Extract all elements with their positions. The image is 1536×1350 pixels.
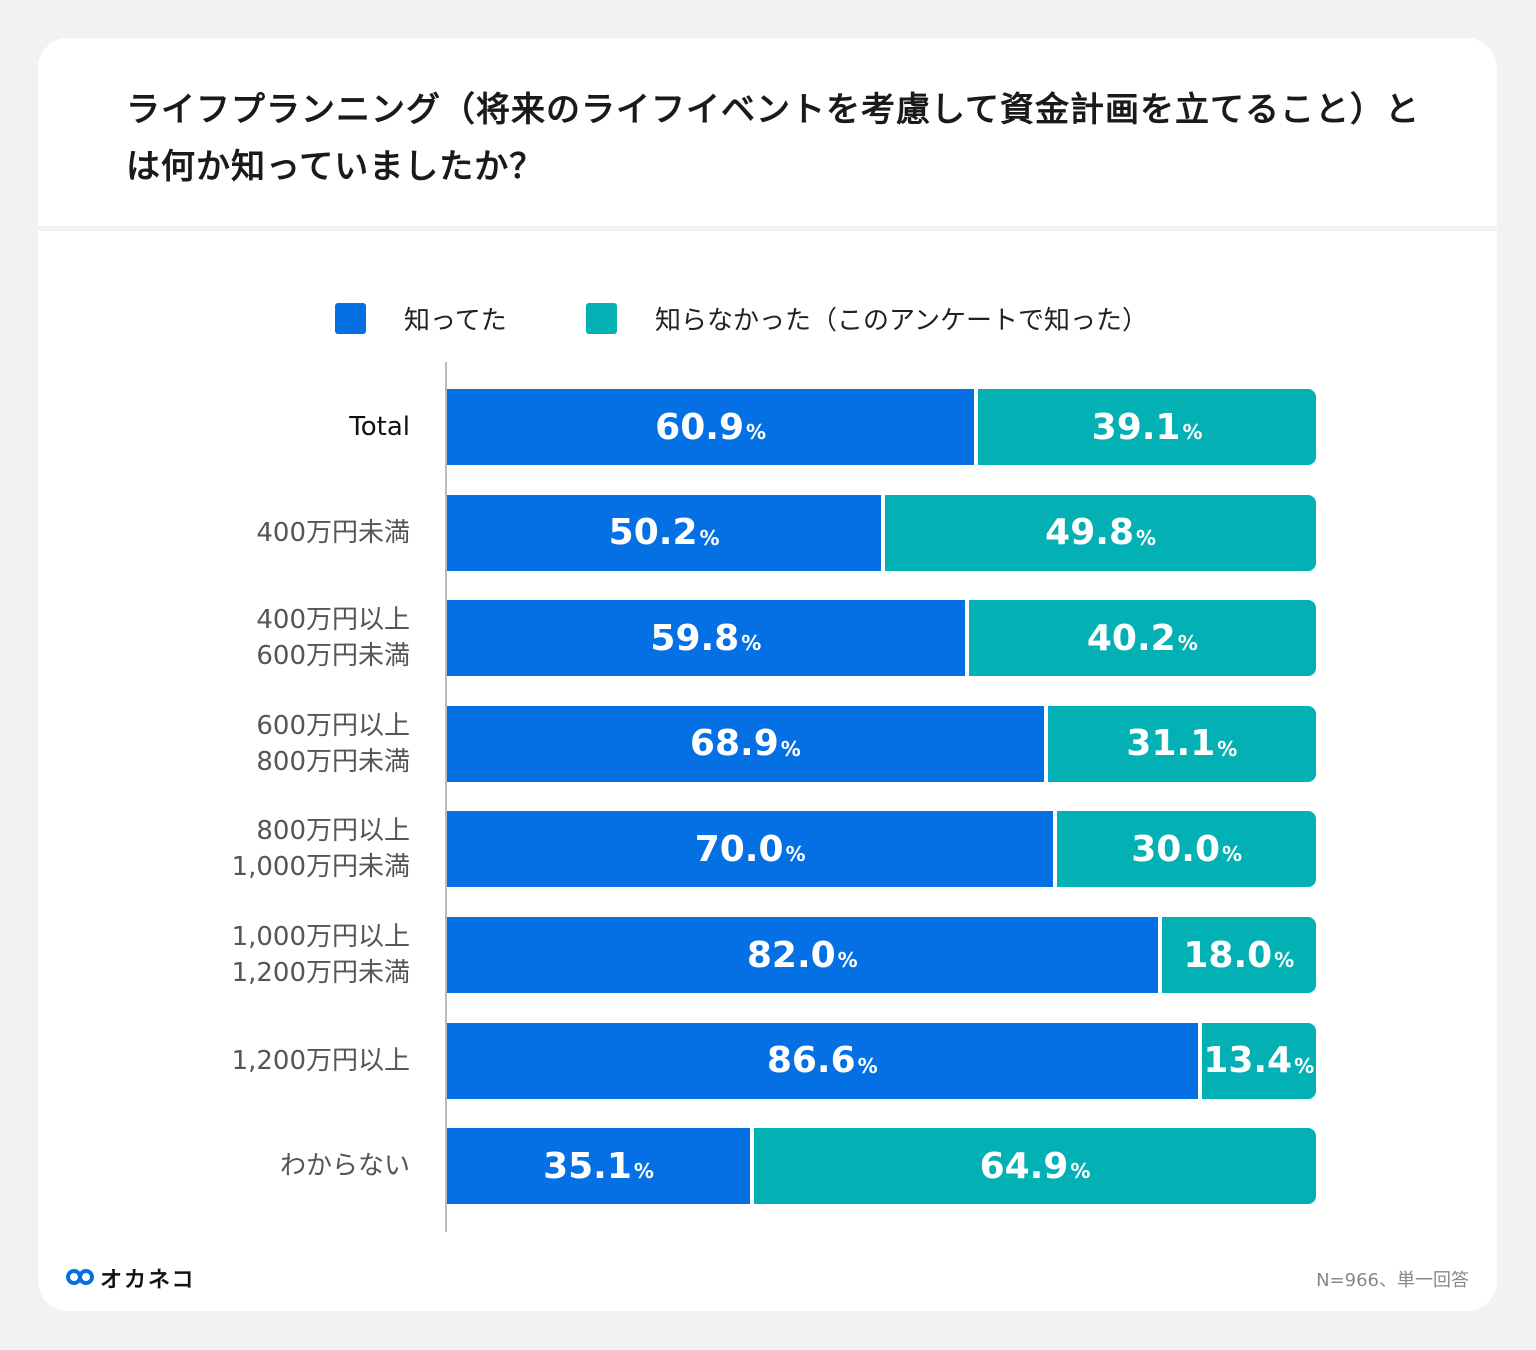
percent-sign: % [1217, 736, 1238, 761]
percent-sign: % [1177, 631, 1198, 656]
data-label: 18.0 [1183, 934, 1273, 976]
bar-known: 86.6% [447, 1022, 1198, 1099]
percent-sign: % [1182, 420, 1203, 444]
bar-known: 35.1% [447, 1128, 751, 1205]
data-label: 13.4 [1203, 1040, 1293, 1082]
data-label: 35.1 [543, 1145, 632, 1187]
percent-sign: % [741, 631, 762, 656]
percent-sign: % [1222, 842, 1243, 867]
data-label: 70.0 [694, 828, 784, 870]
data-label: 64.9 [979, 1145, 1069, 1187]
legend-label-unknown: 知らなかった（このアンケートで知った） [655, 306, 1148, 336]
data-label: 50.2 [608, 512, 698, 554]
bar-unknown: 40.2% [968, 600, 1316, 677]
logo-icon [66, 1269, 94, 1285]
data-label: 30.0 [1131, 828, 1221, 870]
legend-item-known: 知ってた [335, 300, 507, 337]
bar-unknown: 13.4% [1201, 1022, 1316, 1099]
legend-item-unknown: 知らなかった（このアンケートで知った） [586, 300, 1148, 337]
category-label: 800万円以上 1,000万円未満 [231, 816, 410, 883]
legend-swatch-known [335, 303, 366, 334]
bar-unknown: 39.1% [978, 389, 1316, 465]
category-label: わからない [279, 1151, 410, 1182]
percent-sign: % [780, 736, 801, 761]
data-label: 59.8 [650, 617, 740, 659]
category-label: Total [349, 412, 410, 442]
data-label: 39.1 [1091, 406, 1181, 448]
legend-swatch-unknown [586, 303, 617, 334]
percent-sign: % [837, 948, 858, 972]
percent-sign: % [699, 525, 720, 550]
percent-sign: % [746, 420, 767, 444]
bar-unknown: 49.8% [885, 494, 1316, 571]
bar-unknown: 31.1% [1047, 705, 1316, 782]
bar-known: 50.2% [447, 494, 882, 571]
bar-known: 82.0% [447, 917, 1158, 993]
data-label: 86.6 [766, 1040, 856, 1082]
percent-sign: % [1294, 1053, 1315, 1078]
data-label: 40.2 [1086, 617, 1176, 659]
brand-logo: オカネコ [66, 1262, 196, 1294]
percent-sign: % [633, 1159, 654, 1184]
sample-note: N=966、単一回答 [1316, 1270, 1469, 1291]
header-divider [38, 226, 1497, 231]
category-label: 400万円以上 600万円未満 [256, 605, 410, 672]
bar-unknown: 64.9% [754, 1128, 1316, 1205]
bar-known: 70.0% [447, 811, 1054, 888]
percent-sign: % [1070, 1159, 1091, 1184]
percent-sign: % [785, 842, 806, 867]
bar-known: 59.8% [447, 600, 965, 677]
percent-sign: % [1274, 948, 1295, 972]
chart-title: ライフプランニング（将来のライフイベントを考慮して資金計画を立てること）とは何か… [126, 90, 1420, 187]
category-label: 1,000万円以上 1,200万円未満 [231, 922, 410, 988]
category-label: 1,200万円以上 [231, 1045, 410, 1076]
data-label: 82.0 [746, 934, 836, 976]
chart-card: ライフプランニング（将来のライフイベントを考慮して資金計画を立てること）とは何か… [38, 38, 1497, 1311]
data-label: 31.1 [1126, 723, 1216, 765]
bar-known: 68.9% [447, 705, 1044, 782]
percent-sign: % [857, 1053, 878, 1078]
bar-unknown: 30.0% [1057, 811, 1316, 888]
percent-sign: % [1136, 525, 1157, 550]
bar-unknown: 18.0% [1161, 917, 1316, 993]
data-label: 60.9 [655, 406, 744, 448]
category-axis-line [445, 362, 447, 1232]
brand-name: オカネコ [100, 1268, 196, 1293]
legend-label-known: 知ってた [404, 306, 507, 336]
data-label: 68.9 [689, 723, 779, 765]
data-label: 49.8 [1045, 512, 1134, 554]
bar-known: 60.9% [447, 389, 975, 465]
category-label: 400万円未満 [256, 517, 410, 548]
category-label: 600万円以上 800万円未満 [256, 710, 410, 777]
